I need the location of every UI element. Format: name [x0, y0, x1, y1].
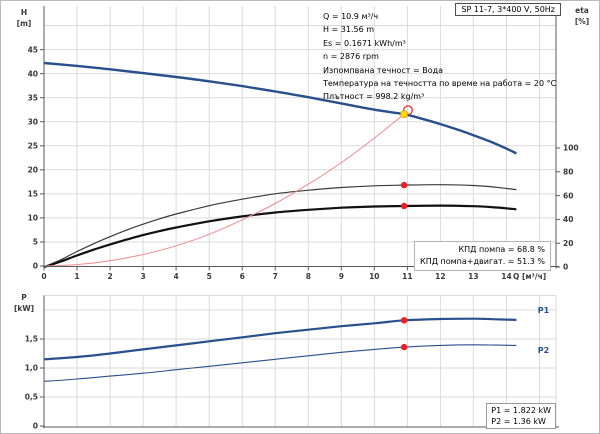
- info-line-speed: n = 2876 rpm: [323, 52, 379, 62]
- duty-point-ring: [403, 105, 413, 116]
- info-line-liquid: Изпомпвана течност = Вода: [323, 65, 444, 75]
- p-axis-title: P [kW]: [7, 292, 41, 314]
- eta-axis-name: eta: [575, 6, 589, 15]
- eta-axis-title: eta [%]: [569, 5, 595, 27]
- h-tick-label: 40: [28, 69, 38, 78]
- series-label-p1: P1: [538, 306, 550, 315]
- pump-title-box: SP 11-7, 3*400 V, 50Hz: [455, 3, 561, 16]
- p-tick-label: 1,0: [25, 364, 38, 373]
- info-line-temperature: Температура на течността по време на раб…: [323, 79, 557, 89]
- series-label-p2: P2: [538, 346, 549, 355]
- p-tick-label: 0,5: [25, 393, 38, 402]
- efficiency-pump-motor-value: КПД помпа+двигат. = 51.3 %: [420, 257, 545, 266]
- top-chart-markers: [400, 105, 413, 210]
- info-line-head: H = 31.56 m: [323, 25, 375, 35]
- bottom-chart: 0 0,5 1,0 1,5 P1 P2: [25, 295, 559, 431]
- p-axis-name: P: [21, 293, 27, 302]
- p-tick-label: 0: [33, 422, 38, 431]
- q-axis-label: Q [м³/ч]: [513, 272, 547, 281]
- series-power-p1: [43, 317, 517, 361]
- top-chart-ticks: 0 1 2 3 4 5 6 7 8 9 10 11 12 13 1405101520253035404502…: [28, 45, 579, 281]
- bottom-chart-grid: [44, 295, 557, 427]
- h-axis-name: H: [20, 8, 28, 17]
- q-tick-label: 3: [140, 272, 145, 281]
- q-tick-label: 1: [74, 272, 79, 281]
- q-tick-label: 4: [173, 272, 178, 281]
- q-tick-label: 8: [306, 272, 311, 281]
- info-line-density: Плътност = 998.2 kg/m³: [323, 92, 425, 102]
- efficiency-point-dot: [400, 202, 408, 210]
- bottom-chart-axes: [43, 295, 559, 428]
- q-tick-label: 13: [468, 272, 478, 281]
- q-tick-label: 9: [339, 272, 344, 281]
- q-tick-label: 12: [435, 272, 445, 281]
- eta-tick-label: 60: [563, 191, 573, 200]
- eta-tick-label: 80: [563, 168, 573, 177]
- efficiency-pump-value: КПД помпа = 68.8 %: [458, 245, 545, 254]
- efficiency-point-dot: [400, 181, 408, 189]
- series-efficiency-pump-motor: [43, 204, 517, 269]
- h-axis-unit: [m]: [16, 19, 32, 28]
- series-system-curve: [43, 113, 405, 267]
- h-tick-label: 15: [28, 190, 38, 199]
- efficiency-readout-box: КПД помпа = 68.8 % КПД помпа+двигат. = 5…: [414, 241, 551, 271]
- p-axis-unit: [kW]: [13, 304, 35, 313]
- series-efficiency-pump: [43, 184, 517, 268]
- h-tick-label: 20: [28, 166, 38, 175]
- info-line-flow: Q = 10.9 м³/ч: [323, 12, 379, 21]
- q-tick-label: 11: [402, 272, 412, 281]
- power-readout-box: P1 = 1.822 kW P2 = 1.36 kW: [486, 403, 556, 429]
- q-tick-label: 14: [501, 272, 511, 281]
- series-power-p2: [43, 344, 517, 382]
- h-tick-label: 25: [28, 142, 38, 151]
- bottom-chart-ticks: 0 0,5 1,0 1,5: [25, 335, 44, 431]
- bottom-chart-markers: P1 P2: [400, 306, 550, 355]
- h-tick-label: 10: [28, 214, 38, 223]
- top-chart: 0 1 2 3 4 5 6 7 8 9 10 11 12 13 1405101520253035404502…: [28, 6, 579, 281]
- info-line-energy: Es = 0.1671 kWh/m³: [323, 38, 406, 48]
- q-tick-label: 7: [273, 272, 278, 281]
- bottom-chart-series: [43, 317, 517, 382]
- h-tick-label: 0: [33, 262, 38, 271]
- top-chart-series: [43, 61, 517, 269]
- power-p2-value: P2 = 1.36 kW: [491, 417, 546, 426]
- q-tick-label: 6: [240, 272, 245, 281]
- q-tick-label: 2: [107, 272, 112, 281]
- eta-tick-label: 40: [563, 215, 573, 224]
- power-point-dot: [400, 317, 408, 324]
- q-tick-label: 10: [369, 272, 379, 281]
- operating-point-info: Q = 10.9 м³/ч H = 31.56 m Es = 0.1671 kW…: [323, 10, 556, 104]
- q-tick-label: 5: [207, 272, 212, 281]
- power-p1-value: P1 = 1.822 kW: [491, 406, 551, 415]
- h-axis-title: H [m]: [9, 7, 39, 29]
- h-tick-label: 30: [28, 117, 38, 126]
- duty-point-dot: [400, 110, 408, 119]
- eta-tick-label: 20: [563, 239, 573, 248]
- p-tick-label: 1,5: [25, 335, 38, 344]
- h-tick-label: 45: [28, 45, 38, 54]
- h-tick-label: 35: [28, 93, 38, 102]
- q-tick-label: 0: [41, 272, 46, 281]
- h-tick-label: 5: [33, 238, 38, 247]
- eta-tick-label: 100: [563, 144, 579, 153]
- eta-axis-unit: [%]: [574, 17, 590, 26]
- power-point-dot: [400, 343, 408, 351]
- series-head-curve: [43, 61, 517, 155]
- eta-tick-label: 0: [563, 263, 568, 272]
